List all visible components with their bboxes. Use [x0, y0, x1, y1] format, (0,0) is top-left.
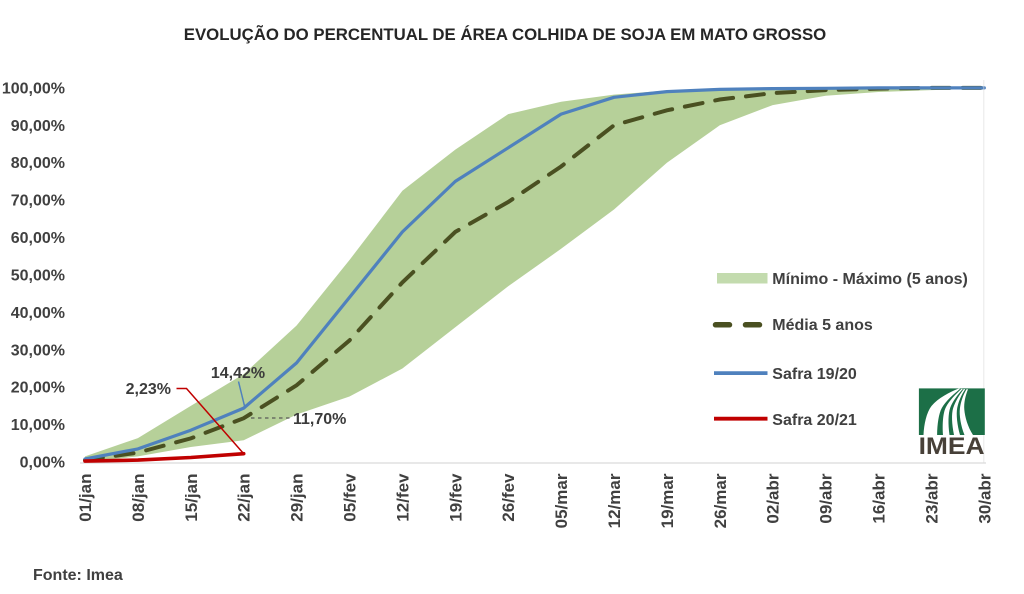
svg-text:90,00%: 90,00%	[11, 118, 65, 135]
svg-text:29/jan: 29/jan	[288, 474, 307, 522]
svg-text:15/jan: 15/jan	[182, 474, 201, 522]
svg-text:11,70%: 11,70%	[293, 411, 346, 428]
svg-text:80,00%: 80,00%	[11, 155, 65, 172]
svg-text:Safra 19/20: Safra 19/20	[772, 366, 857, 383]
svg-text:26/fev: 26/fev	[499, 473, 518, 522]
svg-text:50,00%: 50,00%	[11, 267, 65, 284]
svg-text:19/mar: 19/mar	[658, 473, 677, 528]
svg-text:19/fev: 19/fev	[446, 473, 465, 522]
svg-text:60,00%: 60,00%	[11, 230, 65, 247]
svg-text:01/jan: 01/jan	[76, 474, 95, 522]
svg-text:0,00%: 0,00%	[20, 455, 65, 472]
svg-text:16/abr: 16/abr	[870, 473, 889, 523]
svg-text:IMEA: IMEA	[919, 433, 985, 460]
svg-text:05/fev: 05/fev	[341, 473, 360, 522]
svg-text:30/abr: 30/abr	[975, 473, 994, 523]
svg-text:12/mar: 12/mar	[605, 473, 624, 528]
svg-text:2,23%: 2,23%	[126, 381, 171, 398]
svg-text:14,42%: 14,42%	[211, 365, 265, 382]
svg-text:08/jan: 08/jan	[129, 474, 148, 522]
svg-text:Média 5 anos: Média 5 anos	[772, 317, 873, 334]
svg-text:30,00%: 30,00%	[11, 342, 65, 359]
svg-text:Fonte: Imea: Fonte: Imea	[33, 567, 123, 584]
svg-text:100,00%: 100,00%	[2, 80, 65, 97]
svg-text:12/fev: 12/fev	[393, 473, 412, 522]
svg-text:70,00%: 70,00%	[11, 193, 65, 210]
svg-text:Mínimo - Máximo (5 anos): Mínimo - Máximo (5 anos)	[772, 271, 968, 288]
svg-text:02/abr: 02/abr	[764, 473, 783, 523]
svg-text:20,00%: 20,00%	[11, 380, 65, 397]
svg-text:05/mar: 05/mar	[552, 473, 571, 528]
svg-text:23/abr: 23/abr	[922, 473, 941, 523]
svg-text:09/abr: 09/abr	[817, 473, 836, 523]
svg-text:EVOLUÇÃO DO PERCENTUAL DE ÁREA: EVOLUÇÃO DO PERCENTUAL DE ÁREA COLHIDA D…	[184, 24, 826, 44]
svg-text:10,00%: 10,00%	[11, 417, 65, 434]
svg-text:26/mar: 26/mar	[711, 473, 730, 528]
svg-text:40,00%: 40,00%	[11, 305, 65, 322]
svg-text:Safra 20/21: Safra 20/21	[772, 412, 857, 429]
svg-text:22/jan: 22/jan	[235, 474, 254, 522]
